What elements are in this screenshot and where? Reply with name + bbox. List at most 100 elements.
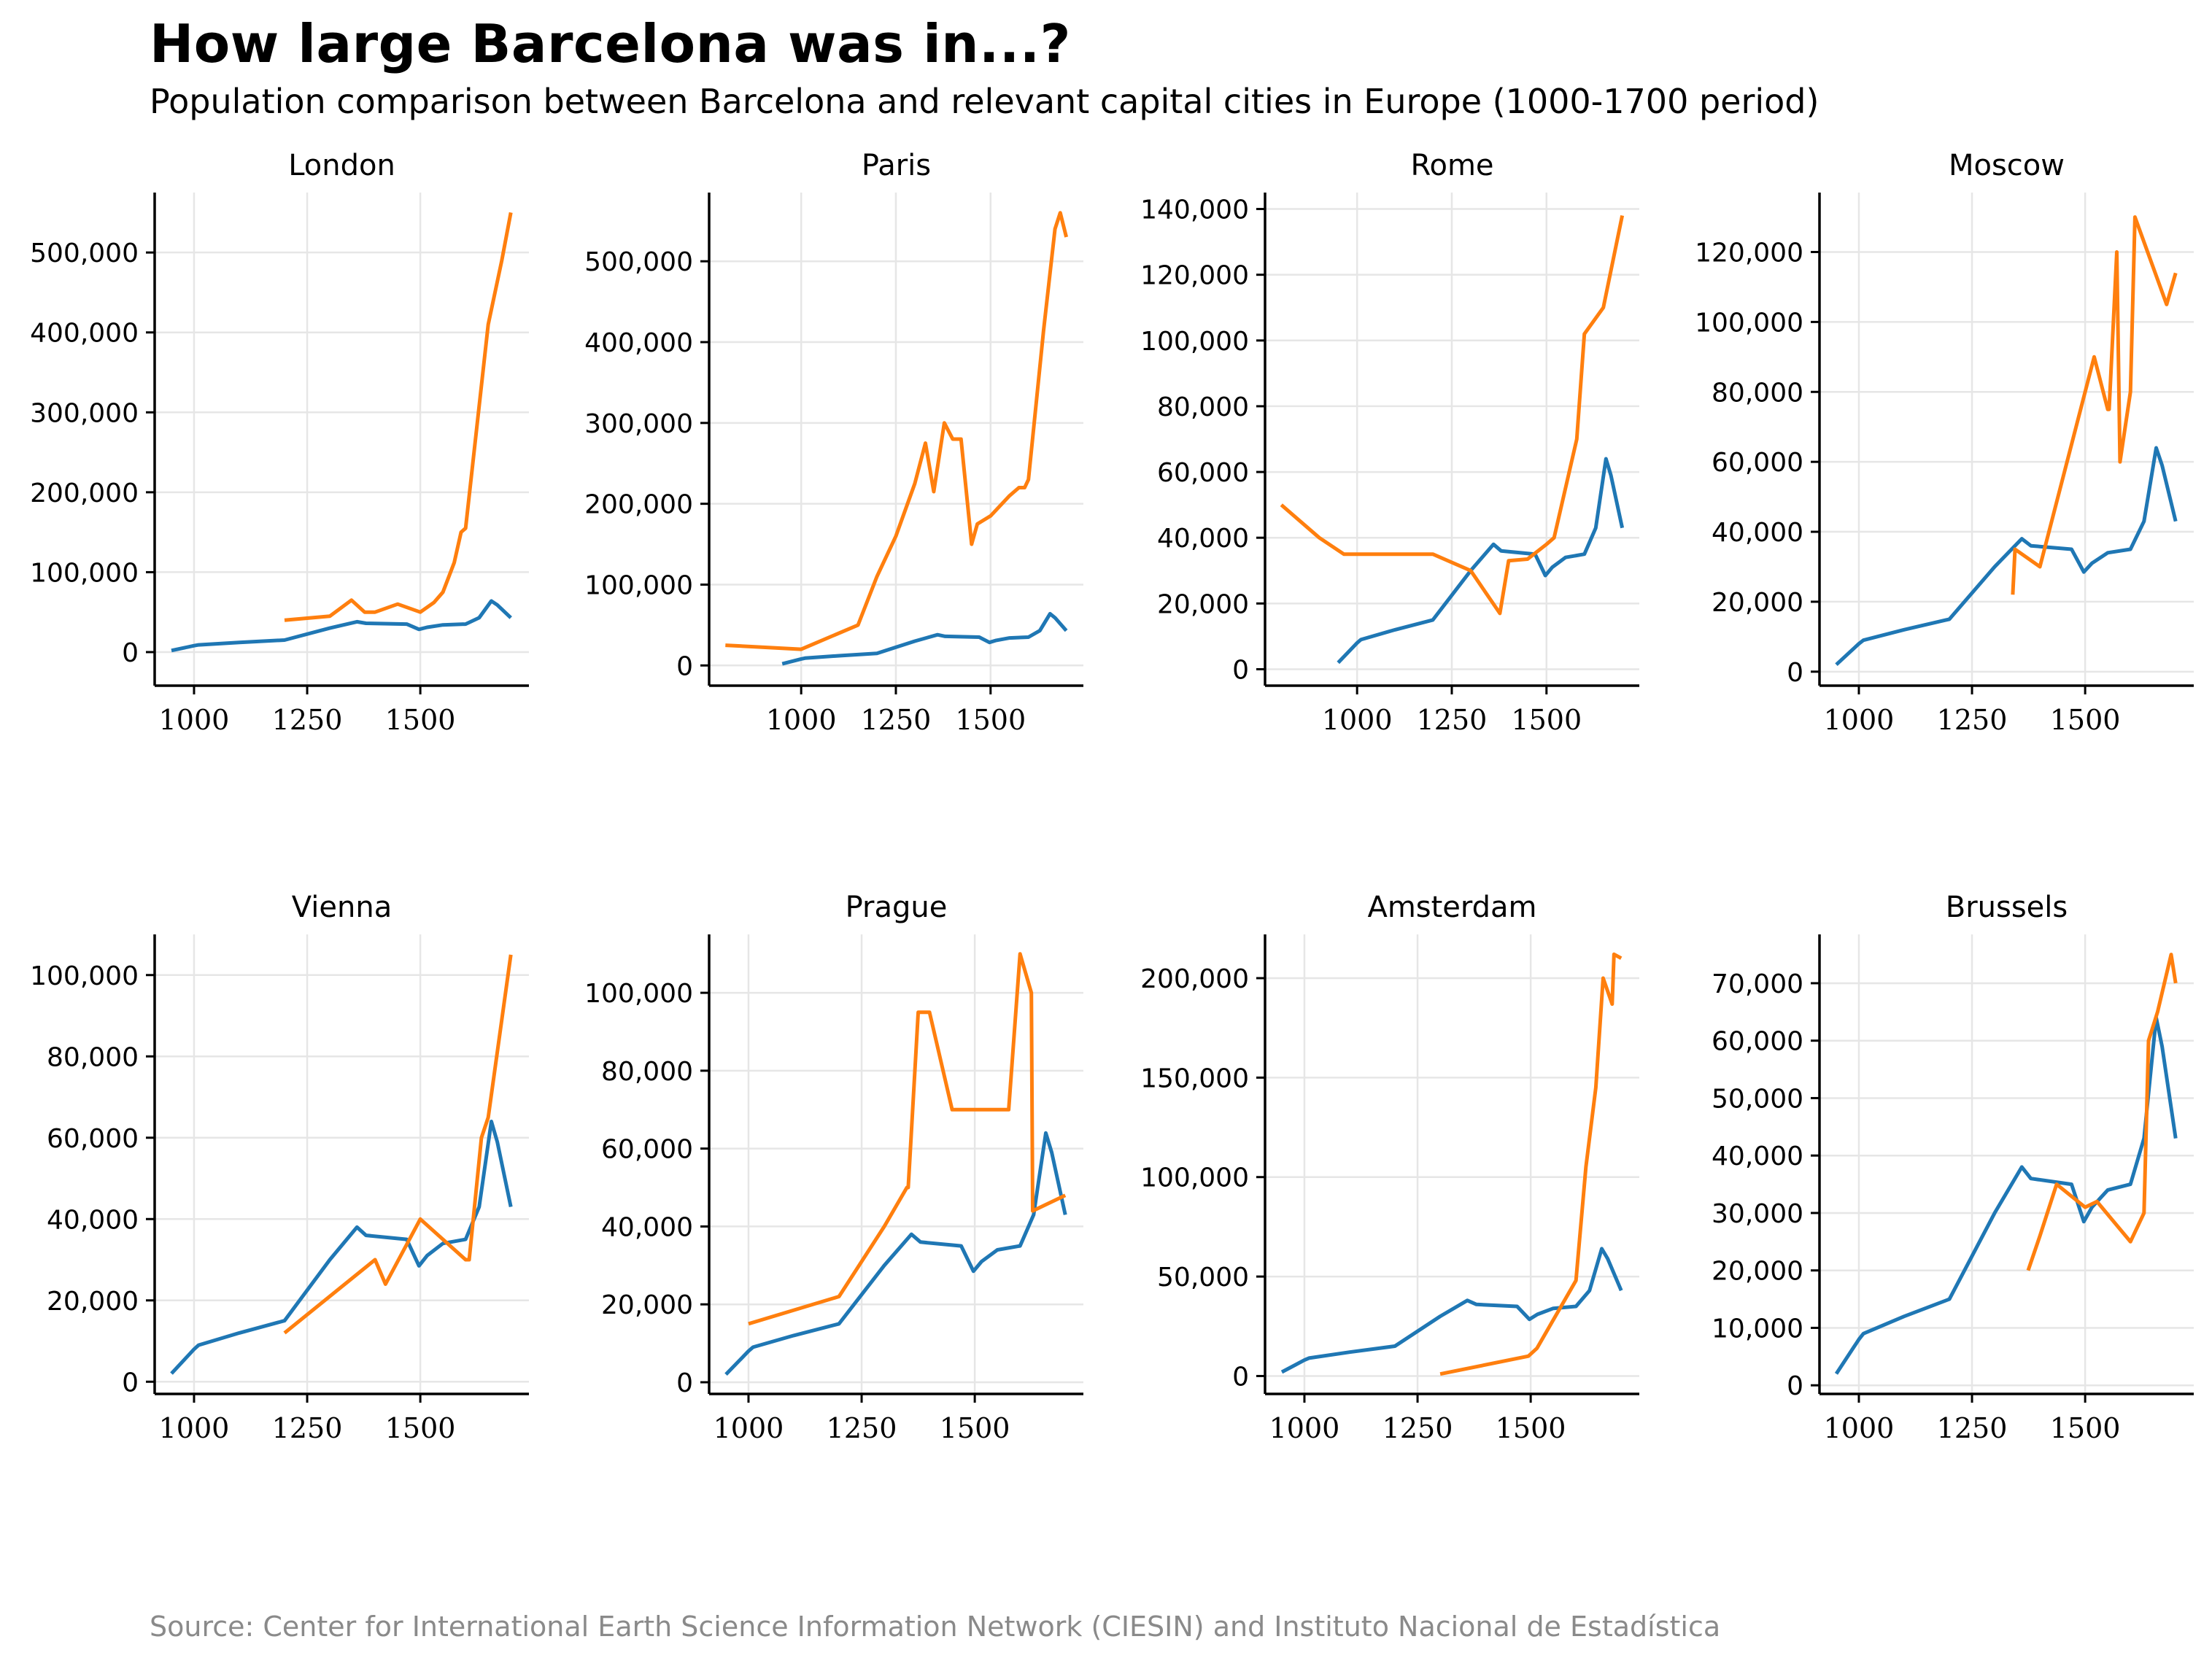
x-tick-label: 1500 [1496, 1412, 1566, 1444]
y-tick-label: 80,000 [47, 1042, 139, 1072]
y-tick-label: 50,000 [1157, 1263, 1249, 1293]
x-tick-label: 1250 [1937, 1412, 2008, 1444]
x-tick-label: 1250 [1382, 1412, 1453, 1444]
panel-vienna: Vienna 1000 1250 1500 0 20,000 40,000 60,000 80,… [30, 891, 529, 1444]
y-tick-label: 0 [122, 638, 139, 668]
x-tick-label: 1500 [385, 704, 456, 736]
y-tick-label: 0 [676, 651, 693, 681]
series-line-barcelona [1280, 1247, 1623, 1374]
x-tick-label: 1000 [714, 1412, 784, 1444]
y-tick-label: 0 [676, 1368, 693, 1398]
panel-title: Prague [846, 891, 948, 924]
series-line-amsterdam [1439, 952, 1623, 1376]
y-tick-label: 20,000 [1157, 589, 1249, 619]
panel-title: London [288, 149, 395, 182]
source-note: Source: Center for International Earth S… [150, 1611, 1721, 1643]
y-tick-label: 60,000 [1712, 448, 1803, 478]
series-line-barcelona [171, 599, 512, 653]
y-tick-label: 400,000 [584, 328, 693, 358]
y-tick-label: 80,000 [601, 1057, 693, 1087]
panel-title: Vienna [292, 891, 392, 924]
y-tick-label: 40,000 [601, 1212, 693, 1242]
x-tick-label: 1000 [1824, 704, 1895, 736]
y-tick-label: 0 [122, 1368, 139, 1398]
panel-paris: Paris 1000 1250 1500 0 100,000 200,000 300,000 4… [584, 149, 1083, 736]
series-line-barcelona [1834, 1015, 2178, 1375]
series-line-vienna [283, 954, 513, 1335]
x-tick-label: 1250 [272, 1412, 343, 1444]
x-tick-label: 1000 [766, 704, 837, 736]
y-tick-label: 100,000 [1695, 308, 1803, 338]
series-line-brussels [2026, 953, 2178, 1271]
y-tick-label: 100,000 [584, 979, 693, 1009]
y-tick-label: 400,000 [30, 319, 139, 349]
y-tick-label: 20,000 [1712, 588, 1803, 618]
y-tick-label: 200,000 [584, 490, 693, 520]
y-tick-label: 200,000 [30, 479, 139, 508]
series-line-barcelona [1835, 446, 2178, 667]
panel-title: Amsterdam [1367, 891, 1536, 924]
y-tick-label: 100,000 [584, 570, 693, 600]
series-line-paris [725, 211, 1069, 651]
y-tick-label: 20,000 [47, 1287, 139, 1317]
x-tick-label: 1000 [1322, 704, 1393, 736]
x-tick-label: 1250 [827, 1412, 897, 1444]
x-tick-label: 1000 [1269, 1412, 1340, 1444]
y-tick-label: 0 [1787, 1371, 1803, 1401]
y-tick-label: 0 [1787, 658, 1803, 688]
x-tick-label: 1500 [2050, 704, 2121, 736]
y-tick-label: 150,000 [1140, 1063, 1249, 1093]
panel-title: Rome [1410, 149, 1493, 182]
y-tick-label: 300,000 [30, 398, 139, 428]
y-tick-label: 20,000 [601, 1290, 693, 1320]
y-tick-label: 300,000 [584, 409, 693, 439]
series-line-london [284, 212, 513, 622]
panel-amsterdam: Amsterdam 1000 1250 1500 0 50,000 100,000 150,0… [1140, 891, 1639, 1444]
panel-london: London 1000 1250 1500 0 100,000 200,000 300,000… [30, 149, 529, 736]
y-tick-label: 100,000 [1140, 327, 1249, 357]
y-tick-label: 500,000 [30, 239, 139, 268]
x-tick-label: 1250 [861, 704, 932, 736]
y-tick-label: 20,000 [1712, 1257, 1803, 1287]
x-tick-label: 1000 [159, 704, 230, 736]
chart-title: How large Barcelona was in...? [150, 13, 1071, 74]
panel-prague: Prague 1000 1250 1500 0 20,000 40,000 60,000 80,… [584, 891, 1083, 1444]
y-tick-label: 60,000 [1157, 458, 1249, 488]
y-tick-label: 500,000 [584, 247, 693, 277]
y-tick-label: 40,000 [47, 1205, 139, 1235]
series-line-prague [748, 952, 1067, 1326]
series-line-barcelona [724, 1131, 1067, 1376]
y-tick-label: 200,000 [1140, 964, 1249, 994]
series-line-barcelona [781, 611, 1068, 666]
x-tick-label: 1500 [1511, 704, 1582, 736]
y-tick-label: 60,000 [47, 1124, 139, 1154]
panel-title: Moscow [1949, 149, 2065, 182]
chart-subtitle: Population comparison between Barcelona … [150, 82, 1820, 121]
y-tick-label: 0 [1232, 655, 1249, 685]
series-line-barcelona [1337, 457, 1625, 665]
panel-brussels: Brussels 1000 1250 1500 0 10,000 20,000 30,000 4… [1712, 891, 2194, 1444]
y-tick-label: 100,000 [1140, 1163, 1249, 1193]
y-tick-label: 50,000 [1712, 1084, 1803, 1114]
series-line-barcelona [170, 1120, 513, 1375]
x-tick-label: 1000 [159, 1412, 230, 1444]
y-tick-label: 100,000 [30, 558, 139, 588]
y-tick-label: 60,000 [601, 1135, 693, 1165]
y-tick-label: 40,000 [1712, 518, 1803, 548]
x-tick-label: 1500 [2050, 1412, 2121, 1444]
y-tick-label: 120,000 [1695, 239, 1803, 268]
x-tick-label: 1000 [1824, 1412, 1895, 1444]
y-tick-label: 40,000 [1157, 524, 1249, 554]
y-tick-label: 70,000 [1712, 969, 1803, 999]
y-tick-label: 80,000 [1712, 378, 1803, 408]
x-tick-label: 1500 [385, 1412, 456, 1444]
x-tick-label: 1250 [272, 704, 343, 736]
panel-moscow: Moscow 1000 1250 1500 0 20,000 40,000 60,000 80,… [1695, 149, 2194, 736]
y-tick-label: 140,000 [1140, 195, 1249, 225]
x-tick-label: 1250 [1417, 704, 1488, 736]
y-tick-label: 40,000 [1712, 1142, 1803, 1171]
y-tick-label: 30,000 [1712, 1199, 1803, 1229]
series-line-moscow [2011, 215, 2178, 595]
x-tick-label: 1500 [955, 704, 1026, 736]
